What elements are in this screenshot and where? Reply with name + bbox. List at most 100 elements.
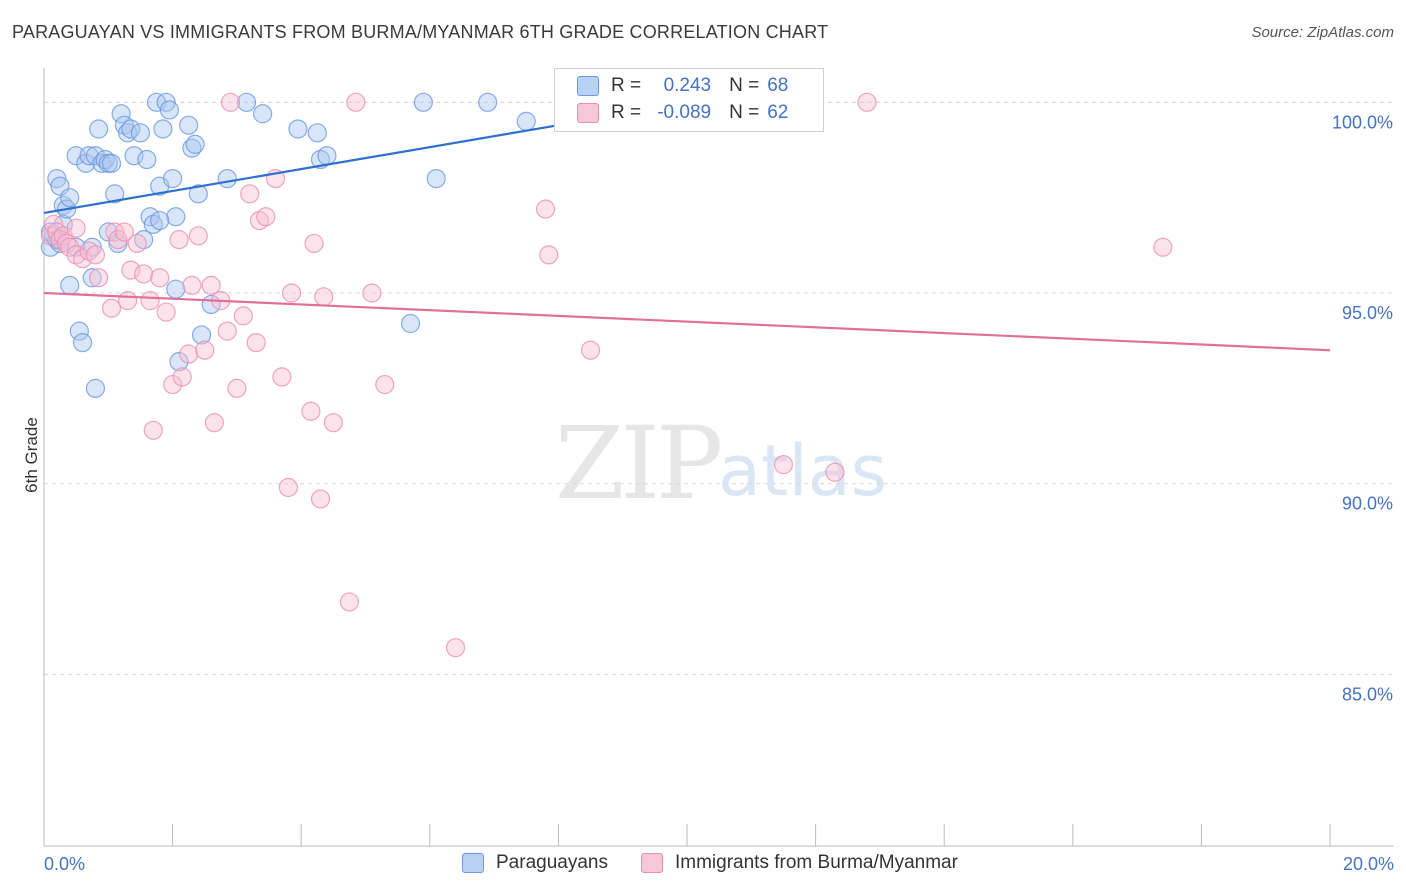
trend-line-paraguayans	[43, 124, 559, 215]
point-paraguayans	[69, 321, 89, 341]
point-paraguayans	[307, 123, 327, 143]
watermark-zip: ZIP	[555, 405, 723, 522]
point-burma	[117, 291, 138, 311]
point-paraguayans	[130, 123, 151, 143]
point-paraguayans	[121, 119, 141, 139]
point-burma	[143, 420, 163, 440]
legend-n-label: N =	[729, 75, 760, 96]
point-burma	[362, 283, 382, 303]
point-paraguayans	[124, 146, 144, 166]
point-paraguayans	[105, 184, 125, 204]
point-paraguayans	[159, 100, 179, 120]
point-burma	[172, 367, 192, 387]
point-burma	[201, 275, 221, 295]
chart-title: PARAGUAYAN VS IMMIGRANTS FROM BURMA/MYAN…	[12, 22, 829, 42]
point-paraguayans	[478, 92, 498, 112]
watermark-atlas: atlas	[718, 430, 888, 512]
trend-lines	[43, 124, 1331, 352]
point-burma	[140, 291, 160, 311]
point-paraguayans	[426, 168, 446, 189]
point-burma	[539, 245, 559, 265]
point-paraguayans	[516, 111, 536, 131]
point-burma	[188, 226, 208, 246]
correlation-legend: R = 0.243 N = 68 R = -0.089 N = 62	[554, 68, 824, 132]
point-burma	[1153, 237, 1173, 257]
point-burma	[114, 222, 134, 242]
point-burma	[535, 199, 556, 219]
x-tick-label-max: 20.0%	[1343, 854, 1394, 874]
point-paraguayans	[166, 207, 186, 227]
point-burma	[857, 92, 877, 112]
axes	[43, 68, 1394, 847]
legend-swatch-pink	[577, 103, 599, 123]
point-burma	[304, 233, 324, 254]
point-burma	[150, 268, 170, 288]
point-paraguayans	[288, 119, 308, 139]
point-burma	[182, 275, 202, 295]
point-paraguayans	[166, 279, 186, 299]
point-burma	[101, 298, 122, 318]
point-burma	[134, 264, 154, 284]
point-paraguayans	[89, 119, 109, 139]
point-burma	[156, 302, 176, 322]
point-paraguayans	[188, 184, 208, 204]
point-paraguayans	[413, 92, 433, 112]
point-paraguayans	[185, 134, 205, 154]
point-burma	[233, 306, 253, 326]
point-burma	[580, 340, 601, 360]
legend-label-burma: Immigrants from Burma/Myanmar	[675, 852, 958, 873]
legend-item-burma[interactable]: Immigrants from Burma/Myanmar	[641, 852, 958, 874]
point-burma	[256, 207, 276, 227]
trend-line-burma	[43, 291, 1331, 352]
point-burma	[163, 374, 183, 395]
point-burma	[301, 401, 321, 421]
legend-row-paraguayans: R = 0.243 N = 68	[577, 74, 788, 98]
source-label: Source: ZipAtlas.com	[1251, 24, 1394, 41]
legend-item-paraguayans[interactable]: Paraguayans	[462, 852, 608, 874]
point-paraguayans	[150, 210, 170, 231]
point-burma	[179, 344, 199, 364]
point-burma	[121, 260, 141, 280]
legend-r-label: R =	[611, 75, 642, 96]
point-burma	[60, 237, 80, 257]
point-paraguayans	[169, 352, 189, 372]
point-burma	[217, 321, 237, 341]
point-paraguayans	[60, 188, 80, 208]
point-paraguayans	[253, 104, 273, 124]
y-tick-label: 90.0%	[1342, 494, 1393, 514]
point-burma	[310, 489, 331, 509]
point-paraguayans	[60, 275, 80, 295]
legend-r-value: -0.089	[657, 102, 712, 123]
point-paraguayans	[72, 332, 93, 353]
tick-labels: 85.0% 90.0% 95.0% 100.0% 0.0% 20.0%	[44, 112, 1394, 874]
legend-r-label: R =	[611, 102, 642, 123]
point-burma	[272, 367, 292, 387]
point-paraguayans	[85, 378, 106, 398]
point-burma	[85, 245, 106, 265]
point-burma	[314, 287, 334, 307]
legend-r-value: 0.243	[663, 75, 712, 96]
point-burma	[825, 462, 845, 482]
point-burma	[445, 638, 466, 658]
point-paraguayans	[191, 325, 212, 345]
point-paraguayans	[400, 313, 421, 334]
legend-n-value: 62	[767, 102, 789, 123]
point-burma	[127, 233, 147, 254]
point-burma	[195, 340, 215, 360]
point-burma	[339, 592, 360, 612]
point-burma	[108, 230, 128, 250]
point-paraguayans	[317, 146, 337, 166]
point-burma	[773, 455, 794, 475]
point-burma	[323, 413, 343, 433]
y-tick-label: 95.0%	[1342, 303, 1393, 323]
point-burma	[346, 92, 366, 112]
point-burma	[72, 249, 93, 269]
point-paraguayans	[82, 268, 102, 288]
point-paraguayans	[153, 119, 173, 139]
legend-swatch-blue	[462, 853, 484, 873]
point-burma	[220, 92, 241, 112]
legend-n-label: N =	[729, 102, 760, 123]
y-tick-label: 85.0%	[1342, 684, 1393, 704]
point-burma	[278, 477, 298, 498]
